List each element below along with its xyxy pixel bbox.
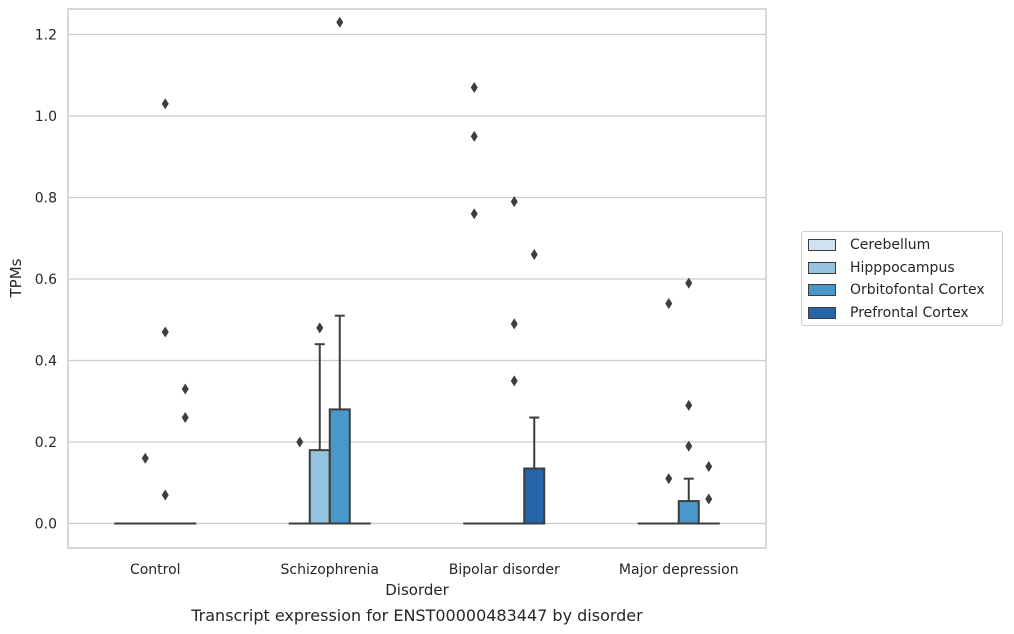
y-tick-label: 0.6 [35, 272, 57, 288]
outlier-major-depression-hipppocampus-0 [665, 297, 673, 309]
x-axis-label: Disorder [385, 581, 449, 599]
legend-label-prefrontal: Prefrontal Cortex [850, 305, 969, 321]
outlier-bipolar-disorder-cerebellum-0 [470, 81, 478, 93]
outlier-bipolar-disorder-cerebellum-2 [470, 208, 478, 220]
y-tick-label: 1.0 [35, 109, 57, 125]
x-tick-label-major-depression: Major depression [619, 562, 739, 578]
y-tick-labels: 0.0 0.2 0.4 0.6 0.8 1.0 1.2 [35, 28, 57, 533]
grid-lines [68, 33, 766, 525]
box-control-prefrontal-cortex [174, 383, 197, 525]
outlier-major-depression-orbitofontal-cortex-1 [685, 399, 693, 411]
x-tick-label-control: Control [130, 562, 181, 578]
box-bipolar-disorder-prefrontal-cortex [523, 249, 546, 525]
box-schizophrenia-hipppocampus [308, 322, 331, 525]
y-tick-label: 0.0 [35, 517, 57, 533]
outlier-bipolar-disorder-orbitofontal-cortex-1 [510, 318, 518, 330]
x-tick-labels: Control Schizophrenia Bipolar disorder Majo… [130, 562, 739, 578]
outlier-major-depression-hipppocampus-1 [665, 473, 673, 485]
outlier-major-depression-prefrontal-cortex-1 [705, 493, 713, 505]
box-layer [114, 16, 720, 525]
y-tick-label: 1.2 [35, 28, 57, 44]
outlier-schizophrenia-cerebellum-0 [296, 436, 304, 448]
legend-label-cerebellum: Cerebellum [850, 237, 931, 253]
legend-swatch-orbitofrontal [808, 284, 836, 296]
outlier-control-orbitofontal-cortex-0 [161, 98, 169, 110]
box-schizophrenia-orbitofontal-cortex [328, 16, 351, 525]
box-control-orbitofontal-cortex [154, 98, 177, 525]
box-body-major-depression-orbitofontal-cortex [677, 500, 700, 525]
x-tick-label-bipolar-disorder: Bipolar disorder [449, 562, 560, 578]
box-body-schizophrenia-orbitofontal-cortex [328, 408, 351, 525]
outlier-bipolar-disorder-cerebellum-1 [470, 130, 478, 142]
box-body-schizophrenia-hipppocampus [308, 449, 331, 525]
box-schizophrenia-cerebellum [288, 436, 311, 525]
outlier-schizophrenia-orbitofontal-cortex-0 [336, 16, 344, 28]
outlier-bipolar-disorder-orbitofontal-cortex-2 [510, 375, 518, 387]
x-tick-label-schizophrenia: Schizophrenia [281, 562, 379, 578]
legend-swatch-cerebellum [808, 239, 836, 251]
legend-swatch-prefrontal [808, 307, 836, 319]
legend-item-prefrontal: Prefrontal Cortex [808, 303, 969, 323]
outlier-control-hipppocampus-0 [141, 452, 149, 464]
outlier-bipolar-disorder-orbitofontal-cortex-0 [510, 196, 518, 208]
outlier-schizophrenia-hipppocampus-0 [316, 322, 324, 334]
box-bipolar-disorder-orbitofontal-cortex [503, 196, 526, 525]
y-axis-label: TPMs [7, 258, 25, 298]
legend-label-orbitofrontal: Orbitofontal Cortex [850, 282, 985, 298]
outlier-control-orbitofontal-cortex-1 [161, 326, 169, 338]
legend-item-orbitofrontal: Orbitofontal Cortex [808, 280, 985, 300]
box-bipolar-disorder-cerebellum [463, 81, 486, 525]
figure-caption: Transcript expression for ENST0000048344… [191, 606, 643, 625]
outlier-bipolar-disorder-prefrontal-cortex-0 [530, 249, 538, 261]
y-tick-label: 0.8 [35, 191, 57, 207]
legend-label-hippocampus: Hipppocampus [850, 260, 955, 276]
legend-item-hippocampus: Hipppocampus [808, 258, 955, 278]
outlier-control-orbitofontal-cortex-2 [161, 489, 169, 501]
y-tick-label: 0.2 [35, 435, 57, 451]
legend: Cerebellum Hipppocampus Orbitofontal Cor… [801, 231, 1003, 326]
outlier-major-depression-prefrontal-cortex-0 [705, 460, 713, 472]
box-body-bipolar-disorder-prefrontal-cortex [523, 467, 546, 525]
box-major-depression-hipppocampus [657, 297, 680, 525]
box-control-hipppocampus [134, 452, 157, 525]
legend-item-cerebellum: Cerebellum [808, 235, 930, 255]
box-major-depression-orbitofontal-cortex [677, 277, 700, 525]
outlier-control-prefrontal-cortex-1 [181, 412, 189, 424]
legend-swatch-hippocampus [808, 262, 836, 274]
plot-area-frame [67, 8, 767, 549]
y-tick-label: 0.4 [35, 354, 57, 370]
outlier-control-prefrontal-cortex-0 [181, 383, 189, 395]
outlier-major-depression-orbitofontal-cortex-2 [685, 440, 693, 452]
box-major-depression-prefrontal-cortex [697, 460, 720, 525]
outlier-major-depression-orbitofontal-cortex-0 [685, 277, 693, 289]
